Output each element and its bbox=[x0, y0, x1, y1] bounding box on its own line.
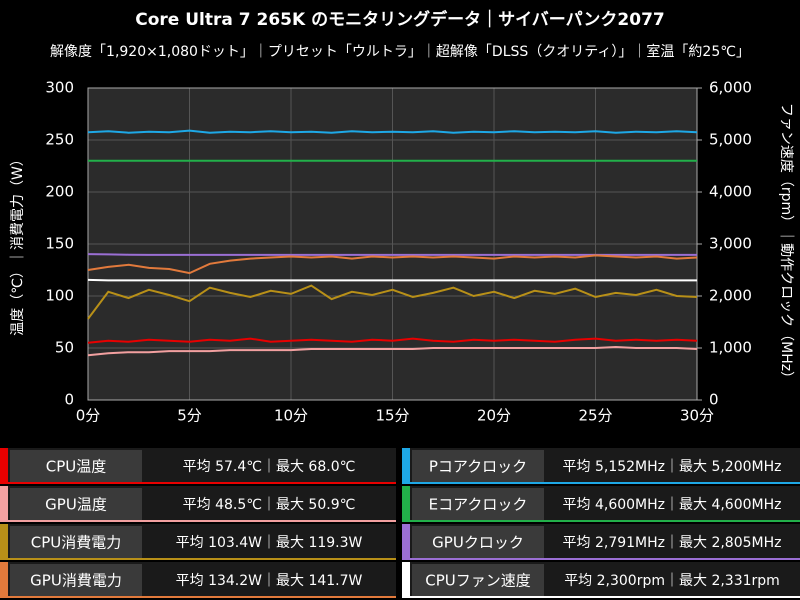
x-tick-label: 0分 bbox=[76, 407, 101, 425]
x-tick-label: 20分 bbox=[477, 407, 511, 425]
legend-name: CPU温度 bbox=[46, 458, 107, 476]
legend-stats: 平均 134.2W｜最大 141.7W bbox=[176, 573, 363, 589]
legend-swatch bbox=[0, 486, 8, 522]
legend-name-cell bbox=[412, 526, 544, 558]
legend-name-cell bbox=[10, 450, 142, 482]
series-line bbox=[87, 254, 698, 275]
y2-tick-label: 1,000 bbox=[709, 339, 752, 357]
series-line bbox=[87, 345, 698, 357]
legend-swatch bbox=[402, 562, 410, 598]
x-tick-label: 5分 bbox=[177, 407, 202, 425]
legend-stats: 平均 48.5℃｜最大 50.9℃ bbox=[183, 497, 356, 513]
legend-swatch bbox=[0, 562, 8, 598]
legend-name-cell bbox=[412, 564, 544, 596]
chart-title: Core Ultra 7 265K のモニタリングデータ｜サイバーパンク2077 bbox=[135, 9, 665, 30]
y-tick-label: 200 bbox=[45, 183, 74, 201]
y2-tick-label: 3,000 bbox=[709, 235, 752, 253]
x-tick-label: 25分 bbox=[578, 407, 612, 425]
plot-frame bbox=[87, 87, 698, 401]
y2-tick-label: 5,000 bbox=[709, 131, 752, 149]
y-tick-label: 0 bbox=[64, 391, 74, 409]
legend-name: Pコアクロック bbox=[429, 458, 527, 476]
series-line bbox=[87, 253, 697, 256]
y2-tick-label: 2,000 bbox=[709, 287, 752, 305]
series-line bbox=[87, 278, 697, 282]
legend-underline bbox=[0, 520, 396, 522]
legend-name: Eコアクロック bbox=[429, 496, 528, 514]
legend-name: CPU消費電力 bbox=[31, 534, 122, 552]
y2-tick-label: 6,000 bbox=[709, 79, 752, 97]
legend-underline bbox=[402, 520, 800, 522]
legend-swatch bbox=[0, 524, 8, 560]
y-tick-label: 50 bbox=[55, 339, 74, 357]
legend-stats: 平均 5,152MHz｜最大 5,200MHz bbox=[563, 459, 782, 475]
y-tick-label: 150 bbox=[45, 235, 74, 253]
legend-name-cell bbox=[412, 488, 544, 520]
legend-swatch bbox=[402, 486, 410, 522]
legend-name: GPU温度 bbox=[45, 496, 107, 514]
legend-name: CPUファン速度 bbox=[425, 572, 531, 590]
x-tick-label: 10分 bbox=[274, 407, 308, 425]
series-line bbox=[87, 129, 698, 134]
legend-name-cell bbox=[10, 526, 142, 558]
legend-stats: 平均 4,600MHz｜最大 4,600MHz bbox=[563, 497, 782, 513]
y-tick-label: 300 bbox=[45, 79, 74, 97]
y-tick-label: 250 bbox=[45, 131, 74, 149]
legend-underline bbox=[0, 558, 396, 560]
series-line bbox=[87, 284, 698, 320]
legend-stats: 平均 103.4W｜最大 119.3W bbox=[176, 535, 363, 551]
y2-tick-label: 4,000 bbox=[709, 183, 752, 201]
legend-underline bbox=[0, 482, 396, 484]
legend-underline bbox=[402, 596, 800, 598]
legend-name-cell bbox=[10, 488, 142, 520]
legend-swatch bbox=[402, 448, 410, 484]
chart-subtitle: 解像度「1,920×1,080ドット」｜プリセット「ウルトラ」｜超解像「DLSS… bbox=[50, 43, 750, 60]
legend-name: GPU消費電力 bbox=[30, 572, 122, 590]
legend-underline bbox=[0, 596, 396, 598]
legend-stats: 平均 57.4℃｜最大 68.0℃ bbox=[183, 459, 356, 475]
legend-underline bbox=[402, 558, 800, 560]
series-line bbox=[87, 337, 698, 344]
y-axis-label: 温度（℃）｜消費電力（W） bbox=[10, 152, 26, 336]
y-tick-label: 100 bbox=[45, 287, 74, 305]
legend-underline bbox=[402, 482, 800, 484]
y2-axis-label: ファン速度（rpm）｜動作クロック（MHz） bbox=[778, 103, 794, 385]
x-tick-label: 30分 bbox=[680, 407, 714, 425]
legend-name: GPUクロック bbox=[432, 534, 524, 552]
legend-name-cell bbox=[10, 564, 142, 596]
legend-stats: 平均 2,791MHz｜最大 2,805MHz bbox=[563, 535, 782, 551]
y2-tick-label: 0 bbox=[709, 391, 719, 409]
legend-stats: 平均 2,300rpm｜最大 2,331rpm bbox=[564, 573, 780, 589]
x-tick-label: 15分 bbox=[375, 407, 409, 425]
legend-name-cell bbox=[412, 450, 544, 482]
legend-swatch bbox=[0, 448, 8, 484]
legend-swatch bbox=[402, 524, 410, 560]
